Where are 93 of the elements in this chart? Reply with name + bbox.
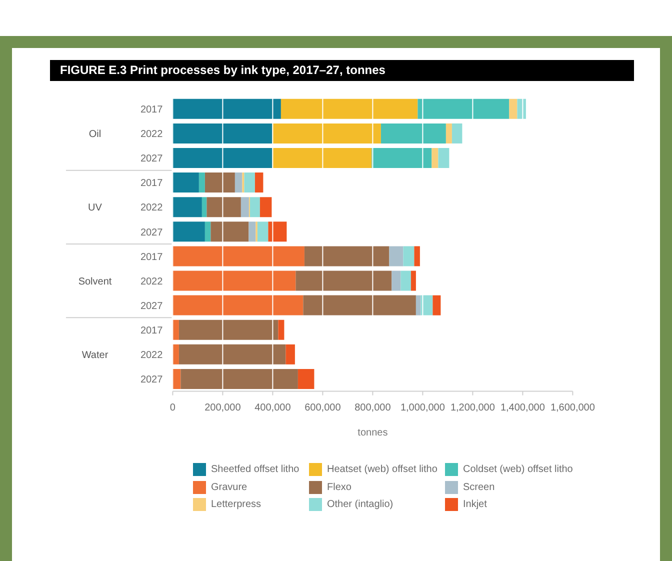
y-tick-label: 2027 [140,227,164,238]
y-tick-label: 2017 [140,104,164,116]
bar [244,172,255,193]
bar [517,98,526,119]
bar [272,148,372,168]
bar [372,148,432,168]
bar [257,222,268,242]
x-tick-label: 1,600,000 [550,402,596,414]
text: Oil [88,129,102,140]
legend-label: Flexo [327,482,352,493]
bar [172,98,281,119]
bar [248,222,256,242]
bar [298,368,314,389]
bar [304,246,390,266]
bar [172,295,304,316]
legend-label: Sheetfed offset litho [211,464,300,476]
bar [172,320,179,340]
text: Water [82,350,109,361]
bar [420,295,433,316]
bar [178,344,286,364]
x-axis-title: tonnes [358,427,388,438]
bar [172,344,179,364]
bar [400,270,411,291]
legend-label: Letterpress [211,499,262,510]
bar [414,246,420,266]
legend-label: Other (intaglio) [327,499,394,510]
bar [303,295,416,316]
bar [204,222,211,242]
legend-label: Inkjet [463,499,487,510]
bar [210,222,249,242]
bar [206,197,241,218]
x-tick-label: 800,000 [354,402,392,414]
text: Solvent [78,276,112,288]
x-tick-label: 1,400,000 [500,402,546,414]
bar [438,148,450,168]
x-tick-label: 600,000 [304,402,342,414]
bar [509,98,518,119]
bar [286,344,295,364]
bar [418,98,510,119]
bar [410,270,416,291]
bar [254,172,264,193]
bar [389,246,404,266]
chart-title: FIGURE E.3 Print processes by ink type, 2017–27, tonnes [60,63,386,77]
x-tick-label: 1,000,000 [400,402,446,414]
bar [172,123,272,144]
bar [296,270,392,291]
y-tick-label: 2022 [140,276,164,288]
legend-label: Screen [463,482,495,493]
bar [172,172,199,193]
x-tick-label: 1,200,000 [450,402,496,414]
bar [380,123,446,144]
x-tick-label: 400,000 [254,402,292,414]
bar [172,246,304,266]
bar [172,148,272,168]
x-tick-label: 200,000 [204,402,242,414]
bar [172,222,205,242]
bar [172,270,296,291]
bar [234,172,242,193]
legend-label: Heatset (web) offset litho [327,464,438,476]
bar [403,246,414,266]
bar [204,172,235,193]
legend-label: Coldset (web) offset litho [463,464,573,476]
bar [180,368,298,389]
bar [416,295,421,316]
y-tick-label: 2017 [140,252,164,263]
bar [446,123,452,144]
bar [452,123,462,144]
bar [172,197,202,218]
y-tick-label: 2022 [140,350,164,362]
y-tick-label: 2017 [140,178,164,190]
bar [178,320,278,340]
bar [432,295,441,316]
y-tick-label: 2027 [140,374,164,386]
bar [172,368,181,389]
y-tick-label: 2027 [140,154,164,165]
bar [272,123,381,144]
bar [240,197,249,218]
bar [268,222,287,242]
text: UV [88,202,102,214]
bar [202,197,207,218]
y-tick-label: 2027 [140,300,164,312]
y-tick-label: 2017 [140,325,164,336]
bar [280,98,418,119]
bar [198,172,205,193]
bar [260,197,272,218]
bar [278,320,284,340]
x-tick-label: 0 [170,402,176,414]
bar [392,270,401,291]
bar [250,197,260,218]
y-tick-label: 2022 [140,202,164,214]
bar [432,148,438,168]
y-tick-label: 2022 [140,129,164,140]
legend-label: Gravure [211,482,248,493]
